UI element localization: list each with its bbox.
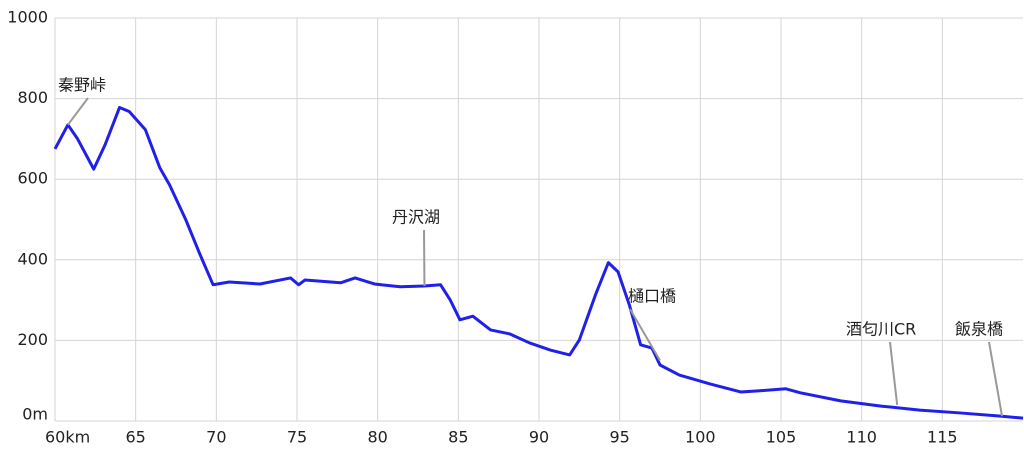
- y-tick-label: 1000: [7, 8, 48, 27]
- annotation-leader: [67, 97, 89, 126]
- annotation: 丹沢湖: [392, 208, 440, 227]
- annotation-leader: [889, 341, 899, 405]
- elevation-line: [53, 105, 1024, 420]
- y-tick-label: 0m: [22, 405, 48, 424]
- x-tick-label: 70: [206, 428, 226, 447]
- x-tick-label: 85: [448, 428, 468, 447]
- x-tick-label: 90: [529, 428, 549, 447]
- x-tick-label: 115: [927, 428, 958, 447]
- x-tick-label: 100: [685, 428, 716, 447]
- annotation: 秦野峠: [58, 76, 106, 95]
- annotation: 飯泉橋: [955, 320, 1003, 339]
- x-tick-label: 105: [766, 428, 797, 447]
- x-tick-label: 80: [367, 428, 387, 447]
- y-tick-label: 200: [17, 330, 48, 349]
- x-tick-label: 95: [609, 428, 629, 447]
- x-tick-label: 75: [287, 428, 307, 447]
- x-tick-label: 60km: [45, 428, 90, 447]
- x-tick-label: 110: [846, 428, 877, 447]
- annotation: 酒匂川CR: [846, 320, 916, 339]
- y-tick-label: 600: [17, 169, 48, 188]
- annotation-leader: [629, 308, 661, 362]
- x-tick-label: 65: [125, 428, 145, 447]
- y-tick-label: 400: [17, 249, 48, 268]
- annotation-leader: [988, 341, 1004, 417]
- y-tick-label: 800: [17, 88, 48, 107]
- annotation: 樋口橋: [628, 287, 676, 306]
